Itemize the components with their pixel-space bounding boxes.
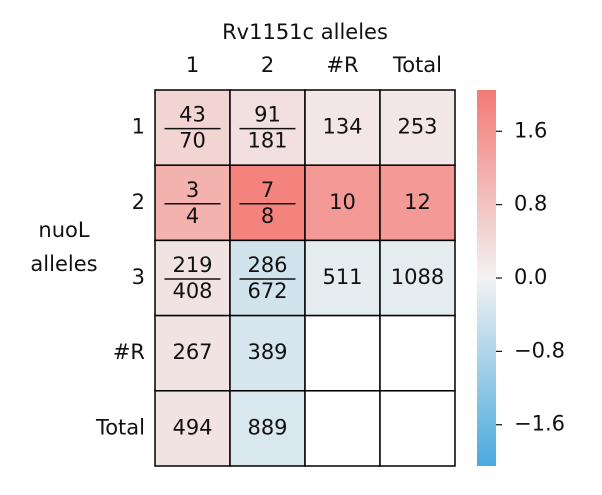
cell-denominator: 8 <box>261 204 274 228</box>
cell-denominator: 408 <box>172 279 212 303</box>
column-label: 2 <box>261 53 274 77</box>
cell-value: 12 <box>404 190 431 214</box>
cell-value: 134 <box>322 115 362 139</box>
colorbar-tick-label: 1.6 <box>514 118 547 142</box>
cell-value: 511 <box>322 265 362 289</box>
cell <box>304 89 381 166</box>
column-label: Total <box>392 53 442 77</box>
row-label: #R <box>113 340 145 364</box>
cell <box>304 314 381 392</box>
cell <box>154 390 231 467</box>
cell <box>154 164 231 242</box>
cell-denominator: 4 <box>186 204 199 228</box>
cell <box>154 239 231 317</box>
cell <box>229 239 306 317</box>
cell-value: 889 <box>247 415 287 439</box>
cell <box>154 89 231 166</box>
cell-denominator: 672 <box>247 279 287 303</box>
cell-denominator: 70 <box>179 129 206 153</box>
cell-value: 10 <box>329 190 356 214</box>
cell <box>229 164 306 242</box>
cell <box>379 390 456 467</box>
cell <box>229 314 306 392</box>
cell <box>154 314 231 392</box>
cell <box>229 89 306 166</box>
cell-numerator: 286 <box>247 253 287 277</box>
cell <box>379 239 456 317</box>
y-axis-label: alleles <box>30 252 97 276</box>
column-label: 1 <box>186 53 199 77</box>
cell-numerator: 7 <box>261 178 274 202</box>
row-label: 1 <box>132 115 145 139</box>
colorbar-tick-label: −1.6 <box>514 412 565 436</box>
cell-numerator: 91 <box>254 103 281 127</box>
cell-denominator: 181 <box>247 129 287 153</box>
cell-value: 253 <box>397 115 437 139</box>
cell-value: 494 <box>172 415 212 439</box>
row-label: 3 <box>132 265 145 289</box>
colorbar <box>477 90 496 466</box>
cell <box>229 390 306 467</box>
cell-numerator: 3 <box>186 178 199 202</box>
cell <box>304 164 381 242</box>
cell-value: 389 <box>247 340 287 364</box>
cell-numerator: 43 <box>179 103 206 127</box>
cell <box>304 239 381 317</box>
chart-title: Rv1151c alleles <box>222 20 388 44</box>
cell <box>304 390 381 467</box>
colorbar-tick-label: −0.8 <box>514 338 565 362</box>
column-label: #R <box>326 53 358 77</box>
colorbar-tick-label: 0.0 <box>514 265 547 289</box>
y-axis-label: nuoL <box>38 218 89 242</box>
row-label: 2 <box>132 190 145 214</box>
cell <box>379 89 456 166</box>
cell <box>379 164 456 242</box>
cell-value: 1088 <box>391 265 444 289</box>
row-label: Total <box>95 415 145 439</box>
cell-numerator: 219 <box>172 253 212 277</box>
cell-value: 267 <box>172 340 212 364</box>
cell <box>379 314 456 392</box>
colorbar-tick-label: 0.8 <box>514 192 547 216</box>
